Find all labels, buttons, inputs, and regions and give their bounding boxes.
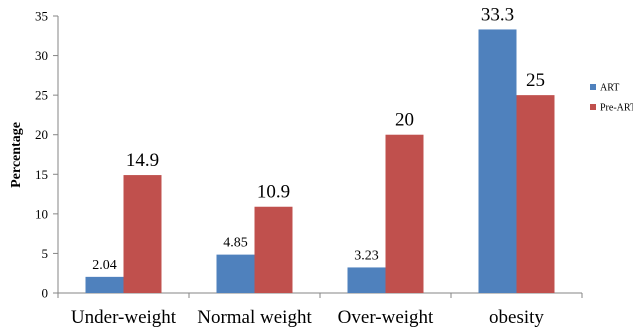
y-tick-label: 35 [35, 9, 48, 24]
y-tick-label: 0 [42, 286, 49, 301]
bar-art-3 [478, 29, 517, 294]
bar-pre-art-0 [123, 175, 162, 293]
data-label: 25 [526, 70, 545, 91]
legend-label: Pre-ART [600, 103, 633, 114]
bar-pre-art-3 [516, 95, 555, 294]
data-label: 33.3 [481, 4, 514, 25]
y-tick-label: 5 [42, 246, 49, 261]
bar-art-0 [85, 276, 124, 293]
data-label: 14.9 [126, 150, 159, 171]
y-axis-title: Percentage [9, 122, 24, 188]
x-category-label: Over-weight [338, 307, 434, 328]
y-tick-label: 25 [35, 88, 48, 103]
x-category-label: Under-weight [71, 307, 177, 328]
data-label: 10.9 [257, 182, 290, 203]
data-label: 2.04 [92, 258, 117, 273]
data-label: 3.23 [354, 248, 379, 263]
data-label: 4.85 [223, 236, 248, 251]
legend-swatch-art [590, 84, 596, 90]
x-category-label: Normal weight [197, 307, 312, 328]
y-tick-label: 30 [35, 48, 48, 63]
legend-swatch-pre-art [590, 104, 596, 110]
legend-label: ART [600, 83, 619, 94]
bar-art-1 [216, 254, 255, 293]
bar-pre-art-1 [254, 206, 293, 293]
bar-pre-art-2 [385, 134, 424, 293]
y-tick-label: 20 [35, 127, 48, 142]
axes-layer: 0 5 10 15 20 25 30 35 Under-weight Normal weight O… [35, 9, 583, 328]
x-category-label: obesity [489, 307, 544, 328]
data-label: 20 [395, 110, 414, 131]
y-tick-label: 10 [35, 206, 48, 221]
labels-layer: 2.04 4.85 3.23 33.3 14.9 10.9 20 25 [92, 4, 545, 272]
y-tick-label: 15 [35, 167, 48, 182]
legend: ART Pre-ART [590, 83, 633, 114]
bar-art-2 [347, 267, 386, 293]
bars-layer [85, 29, 555, 294]
